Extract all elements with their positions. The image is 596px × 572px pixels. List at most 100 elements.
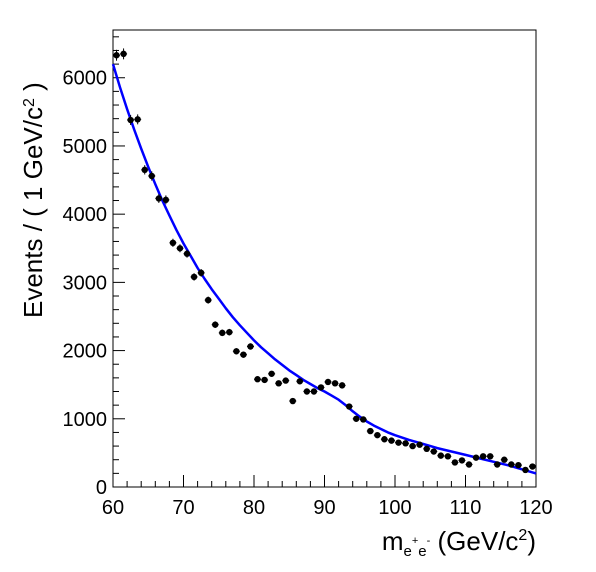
data-point [380, 436, 388, 443]
data-point [141, 165, 149, 175]
x-axis-title-sup2: - [427, 535, 431, 547]
plot-frame [112, 29, 537, 488]
data-point-marker [169, 239, 177, 247]
data-point-marker [367, 427, 374, 435]
data-point [239, 351, 247, 358]
data-point [395, 439, 403, 446]
x-tick-label: 60 [102, 497, 124, 519]
data-point [134, 114, 142, 125]
data-point [472, 454, 480, 461]
data-point [204, 296, 212, 304]
data-point [268, 370, 276, 377]
data-point-marker [515, 461, 522, 469]
data-point [190, 273, 198, 281]
data-point [155, 194, 163, 203]
data-point-marker [430, 448, 437, 455]
x-axis-title-sup1: + [412, 535, 418, 547]
data-point-marker [282, 377, 289, 384]
x-axis-title-unit-suffix: ) [527, 526, 536, 556]
data-point-marker [388, 437, 395, 444]
y-tick-label: 6000 [63, 68, 108, 90]
data-point [451, 459, 459, 466]
x-axis-ticks: 60 70 80 90 100 110 120 [102, 475, 553, 519]
data-point [338, 382, 346, 389]
data-point [148, 171, 156, 181]
data-point-marker [374, 431, 381, 439]
data-point [416, 441, 424, 448]
data-point-marker [190, 273, 198, 281]
data-point [197, 269, 205, 277]
data-point [317, 384, 325, 391]
data-point-marker [501, 456, 508, 463]
data-point [275, 380, 283, 387]
data-point-marker [155, 195, 163, 202]
data-point-marker [310, 388, 318, 395]
data-point-marker [233, 348, 240, 355]
data-point-marker [472, 454, 480, 461]
data-point [387, 437, 395, 444]
data-point-marker [204, 296, 212, 304]
data-point [493, 461, 501, 468]
data-point-marker [275, 380, 282, 387]
data-point [296, 378, 304, 385]
data-point [289, 397, 297, 405]
data-point [127, 115, 135, 126]
data-points [113, 48, 536, 474]
data-point-marker [120, 50, 127, 58]
data-point-marker [303, 388, 311, 395]
y-axis-title-suffix: ) [18, 82, 48, 98]
data-point-marker [444, 453, 452, 460]
data-point-marker [261, 376, 268, 384]
data-point [465, 461, 473, 468]
y-axis-ticks: 0 1000 2000 3000 4000 5000 6000 [63, 36, 125, 499]
data-point-marker [197, 269, 205, 277]
data-point [331, 380, 339, 387]
data-point [352, 415, 360, 422]
y-tick-label: 1000 [63, 409, 108, 431]
y-axis-title-prefix: Events / ( 1 GeV/c [18, 107, 48, 318]
data-point [246, 343, 254, 350]
data-point [366, 427, 374, 435]
y-tick-label: 0 [96, 477, 107, 499]
data-point-marker [268, 370, 275, 377]
data-point-marker [127, 116, 134, 124]
data-point-marker [494, 461, 501, 468]
data-point [232, 348, 240, 355]
data-point [507, 461, 515, 468]
data-point-marker [508, 461, 515, 468]
data-point [303, 388, 311, 395]
data-point-marker [360, 416, 367, 423]
y-axis-title: Events / ( 1 GeV/c2 ) [18, 82, 48, 318]
x-tick-label: 100 [378, 497, 411, 519]
data-point-marker [134, 116, 141, 123]
data-point-marker [289, 397, 296, 405]
x-tick-label: 110 [450, 497, 482, 519]
data-point [437, 452, 445, 459]
y-axis-title-sup: 2 [21, 98, 38, 107]
data-point [409, 442, 417, 450]
data-point-marker [451, 459, 459, 466]
y-tick-label: 4000 [63, 204, 108, 226]
x-axis-title-unit-sup: 2 [518, 527, 527, 544]
fit-curve-layer [111, 63, 537, 475]
data-point-marker [162, 196, 170, 204]
data-point-marker [345, 403, 353, 410]
data-point-marker [176, 245, 184, 252]
data-point-marker [522, 466, 529, 474]
data-point-marker [148, 172, 155, 180]
data-point-marker [296, 378, 304, 385]
data-point [486, 453, 494, 460]
data-point [458, 457, 466, 464]
data-point-marker [479, 453, 487, 460]
data-point-marker [324, 378, 332, 386]
data-point-marker [317, 384, 325, 391]
data-point-marker [423, 445, 430, 453]
data-point [218, 329, 226, 337]
data-point [430, 448, 438, 455]
data-point-marker [113, 52, 120, 59]
x-tick-label: 80 [243, 497, 265, 519]
x-tick-label: 70 [172, 497, 194, 519]
data-point-marker [381, 436, 388, 443]
data-point [225, 328, 233, 336]
